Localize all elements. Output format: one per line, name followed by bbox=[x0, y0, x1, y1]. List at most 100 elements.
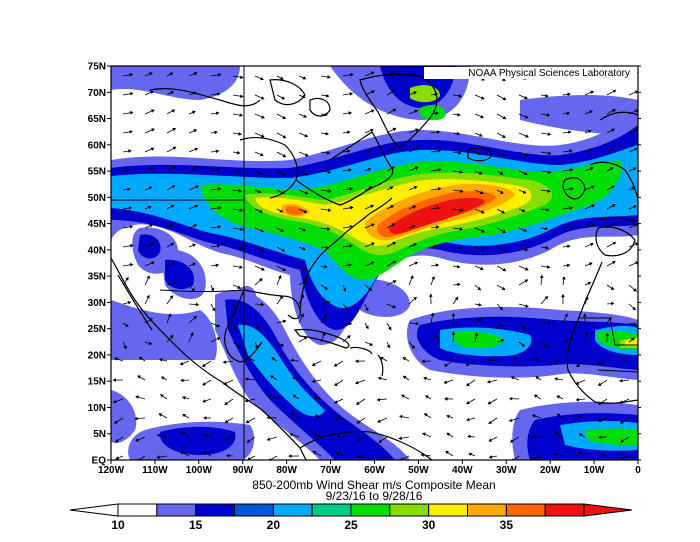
wind-arrow-head bbox=[370, 71, 375, 75]
wind-arrow-head bbox=[259, 152, 264, 157]
wind-arrow-head bbox=[192, 262, 197, 267]
wind-arrow-head bbox=[567, 244, 571, 249]
wind-arrow-head bbox=[125, 276, 129, 281]
wind-arrow-head bbox=[434, 244, 438, 249]
wind-arrow-head bbox=[568, 130, 572, 135]
wind-arrow-head bbox=[172, 146, 177, 151]
lat-label: 5N bbox=[93, 429, 106, 440]
wind-arrow-head bbox=[258, 171, 263, 175]
wind-arrow-head bbox=[477, 286, 482, 291]
wind-arrow-head bbox=[181, 396, 186, 400]
wind-arrow-head bbox=[239, 265, 243, 269]
wind-arrow-head bbox=[577, 451, 582, 455]
wind-arrow-head bbox=[413, 91, 417, 95]
wind-arrow-head bbox=[169, 295, 174, 299]
lat-label: 70N bbox=[88, 88, 106, 99]
wind-arrow-head bbox=[512, 356, 517, 361]
colorbar-swatch bbox=[389, 503, 430, 517]
wind-arrow-head bbox=[237, 169, 241, 174]
wind-vectors bbox=[112, 70, 638, 460]
colorbar-swatch bbox=[234, 503, 274, 517]
wind-arrow-head bbox=[148, 186, 153, 190]
wind-arrow-head bbox=[327, 208, 332, 212]
wind-arrow-head bbox=[194, 147, 199, 152]
wind-arrow-head bbox=[437, 206, 441, 210]
wind-arrow-head bbox=[413, 296, 417, 301]
wind-arrow-head bbox=[525, 267, 529, 271]
wind-arrow-head bbox=[612, 241, 617, 246]
wind-arrow-head bbox=[327, 227, 331, 231]
wind-arrow-head bbox=[429, 293, 433, 297]
wind-arrow-head bbox=[346, 149, 351, 154]
wind-arrow-head bbox=[546, 113, 551, 117]
wind-arrow-head bbox=[257, 189, 262, 194]
wind-arrow-head bbox=[634, 90, 638, 94]
wind-arrow-head bbox=[487, 358, 492, 363]
colorbar-swatch bbox=[195, 503, 236, 517]
wind-arrow-head bbox=[400, 394, 405, 398]
wind-arrow-head bbox=[282, 319, 287, 324]
wind-arrow-head bbox=[368, 148, 373, 152]
wind-arrow-head bbox=[260, 76, 264, 81]
wind-arrow-head bbox=[466, 382, 470, 387]
wind-arrow-head bbox=[569, 206, 574, 210]
wind-arrow-head bbox=[368, 287, 373, 292]
wind-arrow-head bbox=[501, 286, 506, 291]
colorbar-label: 10 bbox=[111, 518, 125, 532]
wind-arrow-head bbox=[535, 376, 540, 380]
wind-arrow-head bbox=[305, 153, 309, 157]
wind-arrow-head bbox=[478, 171, 483, 175]
wind-arrow-head bbox=[502, 77, 506, 81]
wind-arrow-head bbox=[570, 187, 574, 191]
wind-arrow-head bbox=[392, 304, 397, 309]
wind-arrow-head bbox=[239, 246, 244, 250]
wind-arrow-head bbox=[435, 335, 440, 340]
wind-arrow-head bbox=[148, 318, 153, 322]
wind-arrow-head bbox=[280, 76, 284, 80]
wind-arrow-head bbox=[620, 420, 624, 425]
wind-arrow-head bbox=[349, 187, 354, 191]
wind-arrow-head bbox=[288, 454, 292, 458]
wind-arrow-head bbox=[390, 166, 395, 170]
wind-arrow-head bbox=[390, 205, 394, 209]
wind-arrow-head bbox=[597, 361, 602, 366]
wind-arrow-head bbox=[525, 304, 529, 308]
wind-arrow-head bbox=[531, 414, 536, 418]
wind-arrow-head bbox=[201, 363, 206, 367]
wind-arrow-head bbox=[487, 401, 492, 405]
wind-arrow-head bbox=[150, 147, 155, 151]
wind-arrow-head bbox=[370, 261, 375, 265]
wind-arrow-head bbox=[548, 151, 552, 155]
wind-arrow-head bbox=[477, 151, 482, 156]
colorbar-low-arrow bbox=[69, 503, 119, 517]
wind-arrow-head bbox=[129, 73, 134, 77]
colorbar-label: 35 bbox=[500, 518, 514, 532]
wind-arrow-head bbox=[480, 96, 485, 100]
wind-arrow-head bbox=[195, 166, 199, 170]
wind-arrow-head bbox=[422, 432, 426, 436]
wind-arrow-head bbox=[342, 288, 347, 292]
wind-arrow-head bbox=[289, 433, 294, 437]
wind-arrow-head bbox=[633, 205, 637, 209]
wind-arrow-head bbox=[282, 115, 287, 119]
wind-arrow-head bbox=[608, 316, 612, 321]
wind-arrow-head bbox=[413, 243, 418, 247]
wind-arrow-head bbox=[130, 243, 134, 248]
wind-arrow-head bbox=[158, 413, 163, 417]
lat-label: 75N bbox=[88, 62, 106, 73]
wind-arrow-head bbox=[521, 208, 526, 213]
wind-arrow-head bbox=[349, 92, 354, 96]
wind-arrow-head bbox=[525, 134, 529, 138]
wind-arrow-head bbox=[398, 436, 402, 441]
wind-arrow-head bbox=[521, 343, 526, 347]
wind-arrow-head bbox=[370, 128, 374, 133]
wind-arrow-head bbox=[195, 185, 199, 189]
wind-arrow-head bbox=[244, 398, 249, 403]
wind-arrow-head bbox=[193, 129, 198, 133]
colorbar-label: 15 bbox=[189, 518, 203, 532]
wind-arrow-head bbox=[355, 401, 360, 405]
wind-arrow-head bbox=[430, 312, 435, 317]
wind-arrow-head bbox=[303, 279, 308, 283]
wind-arrow-head bbox=[137, 375, 141, 379]
wind-arrow-head bbox=[468, 452, 473, 457]
